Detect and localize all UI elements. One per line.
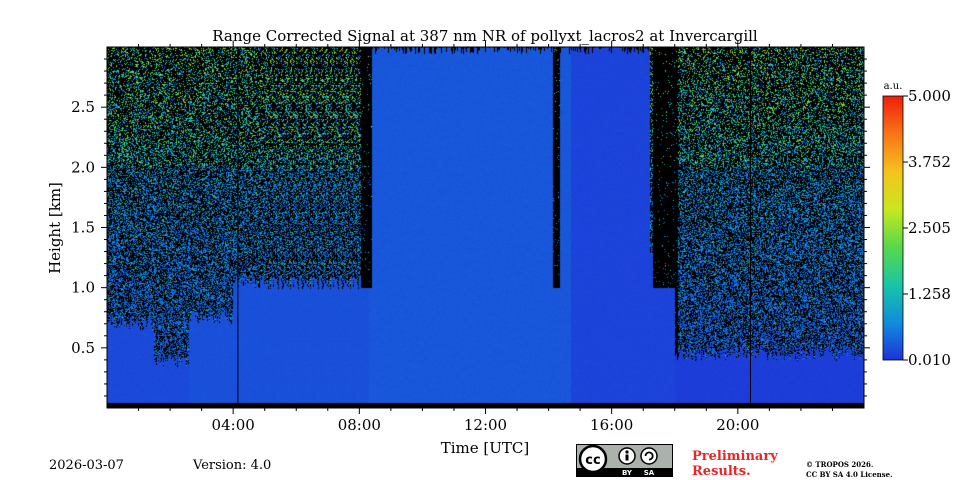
colorbar-tick-label: 5.000 [908, 87, 951, 105]
preliminary-line-1: Preliminary [692, 449, 778, 464]
footer-version: Version: 4.0 [193, 458, 272, 473]
x-tick-label: 04:00 [212, 416, 255, 434]
attribution-icon-body [625, 454, 629, 461]
x-tick-label: 12:00 [464, 416, 507, 434]
y-tick-label: 1.0 [71, 279, 95, 297]
colorbar [882, 95, 904, 361]
cc-by-sa-badge: cc BY SA [576, 444, 673, 477]
license-note: © TROPOS 2026. CC BY SA 4.0 License. [806, 460, 893, 480]
by-label: BY [622, 469, 633, 477]
y-axis-label: Height [km] [46, 182, 64, 274]
heatmap-raster [107, 47, 864, 408]
chart-title: Range Corrected Signal at 387 nm NR of p… [212, 27, 758, 45]
x-tick-label: 20:00 [716, 416, 759, 434]
x-tick-label: 16:00 [590, 416, 633, 434]
attribution-icon-head [625, 450, 629, 454]
preliminary-results-note: Preliminary Results. [692, 449, 778, 479]
y-tick-label: 2.5 [71, 98, 95, 116]
heatmap-plot-area [107, 47, 864, 408]
sa-label: SA [644, 469, 655, 477]
share-alike-icon [640, 447, 658, 465]
colorbar-tick-label: 2.505 [908, 219, 951, 237]
footer-date: 2026-03-07 [49, 458, 124, 473]
share-alike-icon-arrow [644, 451, 654, 461]
license-line-1: © TROPOS 2026. [806, 460, 874, 469]
cc-logo-icon [578, 444, 608, 474]
colorbar-tick-label: 1.258 [908, 285, 951, 303]
x-axis-label: Time [UTC] [441, 439, 530, 457]
license-line-2: CC BY SA 4.0 License. [806, 470, 893, 479]
colorbar-tick-label: 3.752 [908, 153, 951, 171]
x-tick-label: 08:00 [338, 416, 381, 434]
preliminary-line-2: Results. [692, 464, 751, 479]
y-tick-label: 1.5 [71, 219, 95, 237]
colorbar-unit-label: a.u. [884, 81, 903, 92]
y-tick-label: 0.5 [71, 339, 95, 357]
y-tick-label: 2.0 [71, 158, 95, 176]
cc-logo-text: cc [585, 453, 600, 468]
colorbar-tick-label: 0.010 [908, 351, 951, 369]
heatmap-raster-holder [107, 47, 864, 408]
